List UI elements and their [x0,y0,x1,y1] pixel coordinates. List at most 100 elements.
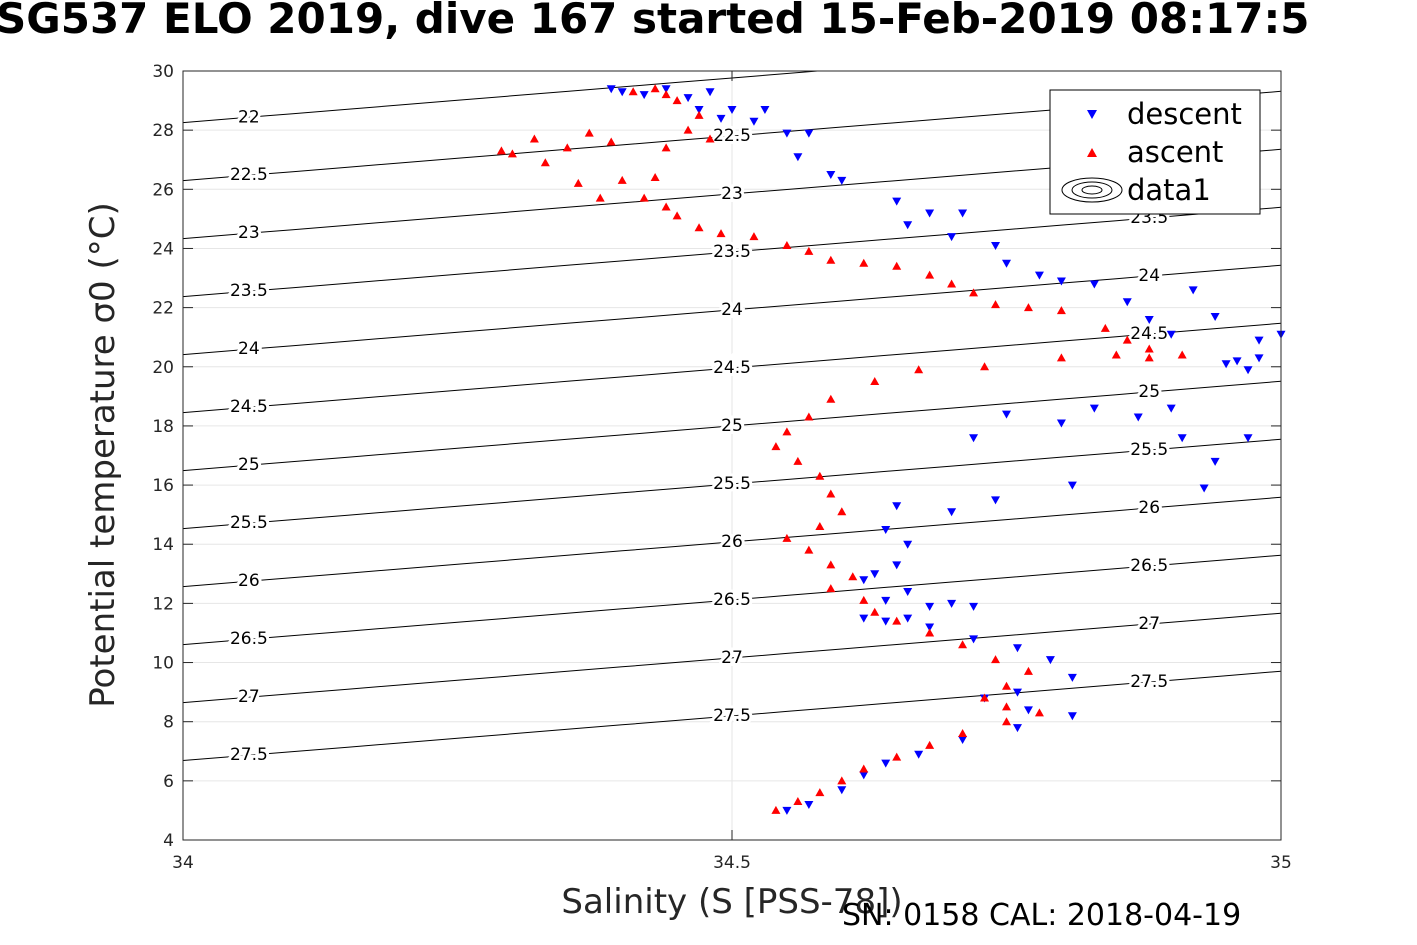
descent-point [683,94,693,103]
ascent-point [749,232,759,241]
descent-point [837,176,847,185]
ascent-point [617,175,627,184]
descent-point [903,540,913,549]
y-tick-label: 24 [152,239,174,259]
contour-line [183,438,1281,530]
descent-point [881,525,891,534]
ascent-point [1002,681,1011,690]
contour-line [183,0,1281,65]
descent-point [1056,277,1066,286]
ascent-point [980,693,990,702]
descent-point [969,434,979,443]
legend-label-data1: data1 [1127,173,1211,207]
descent-point [606,85,616,94]
contour-label: 27.5 [230,745,268,765]
descent-point [1144,315,1154,324]
contour-label: 27.5 [713,706,751,726]
contour-label: 27 [1138,614,1160,634]
descent-point [925,623,935,632]
descent-point [1002,259,1011,268]
descent-point [881,617,891,626]
ascent-point [1034,708,1044,717]
ascent-point [804,246,814,255]
descent-point [1166,330,1176,339]
ascent-point [848,572,858,581]
contour-label: 26.5 [1130,556,1168,576]
y-tick-label: 10 [152,654,174,674]
x-tick-label: 34.5 [713,853,751,873]
ascent-point [991,655,1001,664]
descent-point [639,91,649,100]
descent-point [1122,298,1132,307]
ascent-point [859,764,869,773]
ascent-point [639,193,649,202]
ascent-point [1144,344,1154,353]
ascent-point [606,137,616,146]
contour-label: 25 [1138,382,1160,402]
contour-label: 27 [721,648,743,668]
contour-line [183,322,1281,414]
descent-point [1177,434,1187,443]
descent-point [859,576,869,585]
ascent-point [529,134,539,143]
legend-label-ascent: ascent [1127,135,1223,169]
descent-point [991,242,1001,251]
ascent-point [804,545,814,554]
ascent-point [826,584,836,593]
series-ascent [496,84,1187,814]
y-tick-label: 22 [152,299,174,319]
descent-point [1210,457,1220,466]
ascent-point [672,211,682,220]
contour-label: 24.5 [713,358,751,378]
contour-line [183,612,1281,704]
ascent-point [562,143,572,152]
descent-point [782,806,792,815]
ascent-point [650,172,660,181]
descent-point [881,759,891,768]
descent-point [925,602,935,611]
ascent-point [661,202,671,211]
contour-label: 27.5 [1130,672,1168,692]
contour-label: 24 [1138,266,1160,286]
figure-title: SG537 ELO 2019, dive 167 started 15-Feb-… [0,0,1310,43]
descent-point [1089,404,1099,413]
ascent-point [650,84,660,93]
ascent-point [826,489,836,498]
descent-point [969,635,979,644]
ascent-point [892,261,902,270]
y-axis: 4 6 8 10 12 14 16 18 20 22 24 26 28 30 [152,62,1281,851]
descent-point [793,153,803,162]
descent-point [947,233,957,242]
ascent-point [793,456,803,465]
contour-label: 23.5 [713,242,751,262]
descent-point [782,129,792,138]
descent-point [969,602,979,611]
contour-label: 22.5 [230,165,268,185]
descent-point [1243,434,1253,443]
y-tick-label: 28 [152,121,174,141]
contour-label: 26 [721,532,743,552]
y-tick-label: 30 [152,62,174,82]
ascent-point [925,628,935,637]
ascent-point [771,442,781,451]
ascent-point [826,255,836,264]
ascent-point [859,258,869,267]
descent-point [1221,360,1231,369]
descent-point [958,735,968,744]
descent-point [727,105,737,114]
descent-point [903,588,913,597]
ascent-point [1111,350,1121,359]
ascent-point [980,362,990,371]
descent-point [1254,354,1264,363]
descent-point [1012,644,1022,653]
ascent-point [1144,353,1154,362]
ascent-point [1023,666,1033,675]
descent-point [1133,413,1143,422]
y-axis-label: Potential temperature σ0 (°C) [83,202,123,708]
y-tick-label: 20 [152,358,174,378]
ascent-point [804,412,814,421]
ascent-point [815,788,825,797]
legend-marker-ascent-icon [1087,148,1097,157]
descent-point [991,496,1001,505]
descent-point [859,614,869,623]
